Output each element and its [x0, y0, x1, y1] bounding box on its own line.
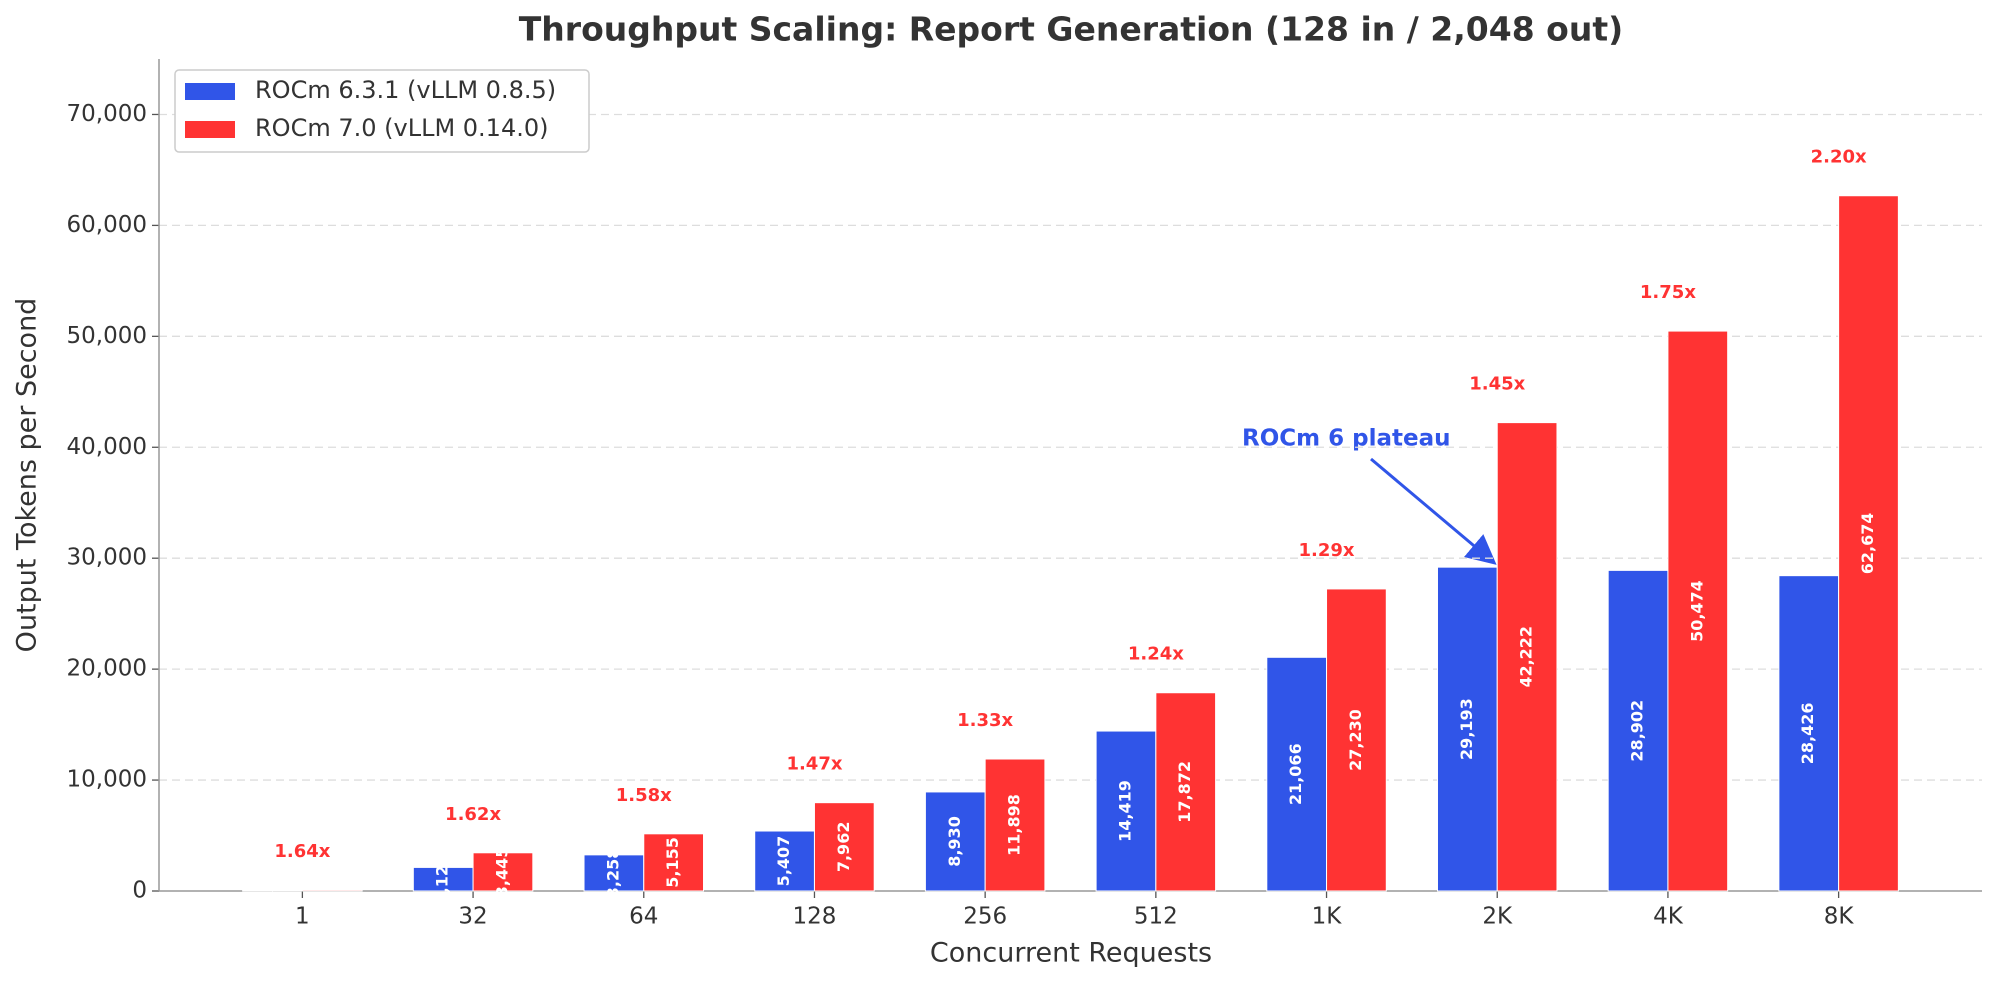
legend-label: ROCm 7.0 (vLLM 0.14.0)	[255, 114, 548, 142]
bar	[1838, 195, 1899, 892]
value-label: 5,155	[663, 837, 682, 888]
bar	[583, 854, 645, 892]
legend-label: ROCm 6.3.1 (vLLM 0.8.5)	[255, 76, 556, 104]
value-label: 62,674	[1858, 512, 1877, 574]
ratio-label: 1.64x	[274, 841, 330, 862]
ratio-label: 1.29x	[1299, 540, 1355, 561]
y-tick-label: 70,000	[67, 101, 147, 127]
value-label: 29,193	[1457, 698, 1476, 760]
x-tick-label: 256	[963, 904, 1007, 930]
chart-title: Throughput Scaling: Report Generation (1…	[519, 10, 1623, 49]
x-tick-label: 1K	[1312, 904, 1343, 930]
y-tick-label: 30,000	[67, 545, 147, 571]
ratio-label: 1.58x	[616, 785, 672, 806]
value-label: 61	[262, 880, 281, 902]
bar	[924, 791, 986, 892]
value-label: 28,426	[1798, 702, 1817, 764]
x-tick-label: 4K	[1653, 904, 1684, 930]
ratio-label: 1.47x	[786, 754, 842, 775]
value-label: 5,407	[774, 836, 793, 887]
bar	[1266, 656, 1328, 892]
x-tick-label: 128	[793, 904, 837, 930]
x-tick-label: 512	[1134, 904, 1178, 930]
bar	[813, 802, 875, 892]
legend-swatch	[185, 83, 235, 100]
x-tick-label: 2K	[1482, 904, 1513, 930]
value-label: 21,066	[1286, 743, 1305, 805]
bar	[984, 758, 1046, 892]
ratio-label: 1.45x	[1469, 374, 1525, 395]
bar	[1436, 566, 1498, 892]
value-label: 11,898	[1005, 794, 1024, 856]
x-tick-label: 8K	[1824, 904, 1855, 930]
y-tick-label: 50,000	[67, 323, 147, 349]
value-label: 28,902	[1628, 700, 1647, 762]
bar	[301, 889, 363, 892]
bar	[472, 852, 534, 892]
bar	[643, 833, 705, 892]
value-label: 17,872	[1175, 761, 1194, 823]
x-tick-label: 64	[629, 904, 658, 930]
ratio-label: 1.62x	[445, 804, 501, 825]
bar	[1607, 569, 1669, 892]
bar	[1326, 588, 1387, 892]
annotation-arrow	[1370, 457, 1497, 565]
bar	[1667, 330, 1729, 892]
y-axis-label: Output Tokens per Second	[12, 298, 43, 653]
value-label: 8,930	[945, 816, 964, 867]
legend-box	[174, 69, 590, 153]
ratio-label: 1.75x	[1640, 282, 1696, 303]
ratio-label: 1.24x	[1128, 644, 1184, 665]
y-tick-label: 0	[132, 878, 147, 904]
y-tick-label: 10,000	[67, 767, 147, 793]
value-label: 2,126	[433, 854, 452, 905]
y-tick-label: 20,000	[67, 656, 147, 682]
bar	[1496, 422, 1558, 892]
value-label: 50,474	[1687, 580, 1706, 642]
value-label: 3,445	[492, 847, 511, 898]
bar	[1095, 730, 1157, 892]
bar	[1155, 692, 1217, 892]
bar	[754, 830, 815, 892]
x-tick-label: 32	[458, 904, 487, 930]
y-tick-label: 40,000	[67, 434, 147, 460]
legend-swatch	[185, 121, 235, 138]
x-axis-label: Concurrent Requests	[930, 938, 1212, 969]
value-label: 7,962	[834, 822, 853, 873]
value-label: 27,230	[1346, 709, 1365, 771]
value-label: 100	[322, 874, 341, 907]
y-tick-label: 60,000	[67, 212, 147, 238]
x-tick-label: 1	[295, 904, 310, 930]
value-label: 3,258	[603, 848, 622, 899]
value-label: 42,222	[1517, 626, 1536, 688]
value-label: 14,419	[1115, 780, 1134, 842]
ratio-label: 2.20x	[1811, 147, 1867, 168]
ratio-label: 1.33x	[957, 710, 1013, 731]
